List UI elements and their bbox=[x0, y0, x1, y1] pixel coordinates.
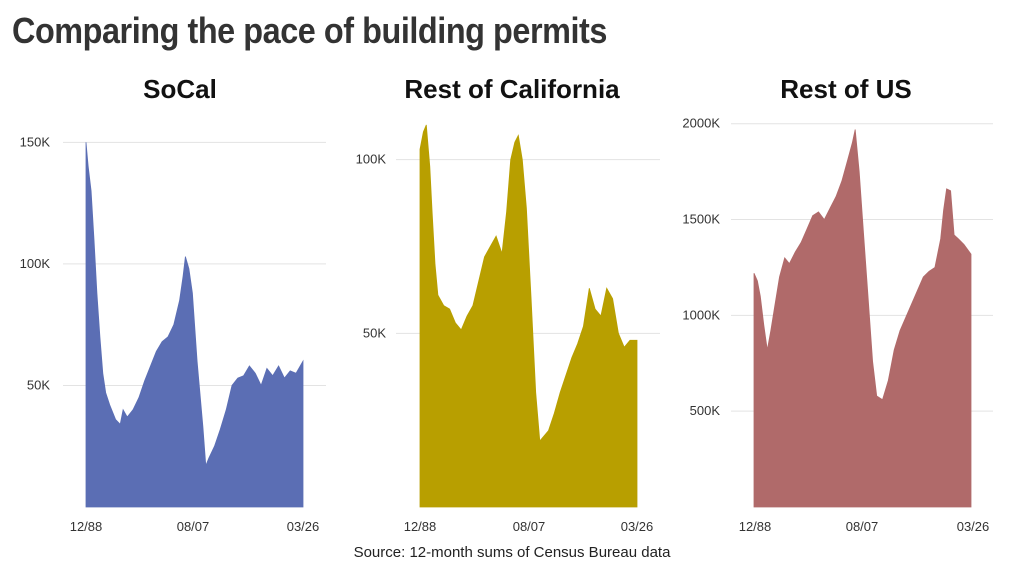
chart-panel-socal: 50K 100K 150K 12/88 08/07 03/26 SoCal bbox=[0, 68, 340, 548]
chart-panel-rest-of-us: 500K 1000K 1500K 2000K 12/88 08/07 03/26 Rest o… bbox=[680, 68, 1024, 548]
area-series-rest-of-us bbox=[753, 129, 972, 508]
x-tick-label-03-26: 03/26 bbox=[621, 519, 654, 534]
chart-title: SoCal bbox=[143, 74, 217, 104]
y-tick-label-50k: 50K bbox=[27, 377, 50, 392]
chart-svg-socal: 50K 100K 150K 12/88 08/07 03/26 SoCal bbox=[20, 74, 326, 534]
y-tick-label-100k: 100K bbox=[356, 152, 387, 167]
x-tick-label-08-07: 08/07 bbox=[177, 519, 210, 534]
y-tick-label-1500k: 1500K bbox=[682, 212, 720, 227]
area-series-socal bbox=[85, 142, 304, 508]
x-tick-label-03-26: 03/26 bbox=[957, 519, 990, 534]
y-tick-label-2000k: 2000K bbox=[682, 116, 720, 131]
x-tick-label-12-88: 12/88 bbox=[404, 519, 437, 534]
chart-title: Rest of California bbox=[404, 74, 620, 104]
chart-panel-rest-of-california: 50K 100K 12/88 08/07 03/26 Rest of California bbox=[340, 68, 680, 548]
chart-title: Rest of US bbox=[780, 74, 911, 104]
y-tick-label-50k: 50K bbox=[363, 325, 386, 340]
area-series-rest-of-california bbox=[419, 124, 638, 508]
source-note: Source: 12-month sums of Census Bureau d… bbox=[353, 544, 671, 561]
page-title: Comparing the pace of building permits bbox=[12, 10, 607, 51]
y-tick-label-150k: 150K bbox=[20, 134, 51, 149]
chart-svg-rest-of-us: 500K 1000K 1500K 2000K 12/88 08/07 03/26 Rest o… bbox=[682, 74, 993, 534]
x-tick-label-03-26: 03/26 bbox=[287, 519, 320, 534]
x-tick-label-08-07: 08/07 bbox=[513, 519, 546, 534]
y-tick-label-100k: 100K bbox=[20, 256, 51, 271]
y-tick-label-500k: 500K bbox=[690, 403, 721, 418]
x-tick-label-12-88: 12/88 bbox=[70, 519, 103, 534]
x-tick-label-12-88: 12/88 bbox=[739, 519, 772, 534]
chart-svg-rest-of-california: 50K 100K 12/88 08/07 03/26 Rest of California bbox=[356, 74, 660, 534]
y-tick-label-1000k: 1000K bbox=[682, 307, 720, 322]
x-tick-label-08-07: 08/07 bbox=[846, 519, 879, 534]
